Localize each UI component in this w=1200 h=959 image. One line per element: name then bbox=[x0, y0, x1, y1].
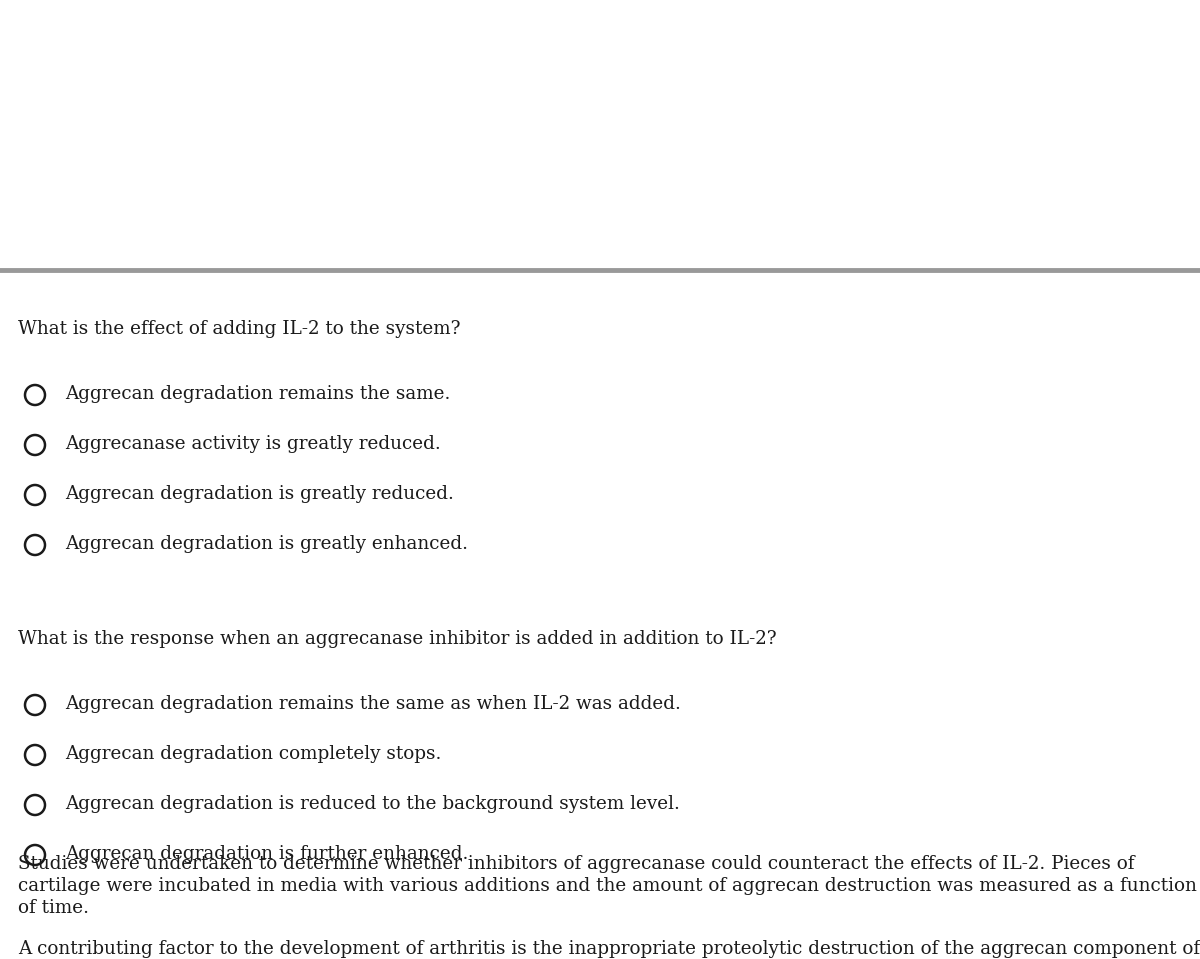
Text: What is the response when an aggrecanase inhibitor is added in addition to IL-2?: What is the response when an aggrecanase… bbox=[18, 630, 776, 648]
Text: Aggrecan degradation is greatly enhanced.: Aggrecan degradation is greatly enhanced… bbox=[65, 535, 468, 553]
Text: cartilage were incubated in media with various additions and the amount of aggre: cartilage were incubated in media with v… bbox=[18, 877, 1196, 895]
Text: Studies were undertaken to determine whether inhibitors of aggrecanase could cou: Studies were undertaken to determine whe… bbox=[18, 855, 1134, 873]
Text: Aggrecan degradation remains the same as when IL-2 was added.: Aggrecan degradation remains the same as… bbox=[65, 695, 680, 713]
Text: of time.: of time. bbox=[18, 899, 89, 917]
Text: Aggrecan degradation completely stops.: Aggrecan degradation completely stops. bbox=[65, 745, 442, 763]
Text: Aggrecan degradation remains the same.: Aggrecan degradation remains the same. bbox=[65, 385, 450, 403]
Text: What is the effect of adding IL-2 to the system?: What is the effect of adding IL-2 to the… bbox=[18, 320, 461, 338]
Text: Aggrecan degradation is reduced to the background system level.: Aggrecan degradation is reduced to the b… bbox=[65, 795, 680, 813]
Text: Aggrecan degradation is further enhanced.: Aggrecan degradation is further enhanced… bbox=[65, 845, 468, 863]
Text: Aggrecan degradation is greatly reduced.: Aggrecan degradation is greatly reduced. bbox=[65, 485, 454, 503]
Text: A contributing factor to the development of arthritis is the inappropriate prote: A contributing factor to the development… bbox=[18, 940, 1200, 958]
Text: Aggrecanase activity is greatly reduced.: Aggrecanase activity is greatly reduced. bbox=[65, 435, 440, 453]
